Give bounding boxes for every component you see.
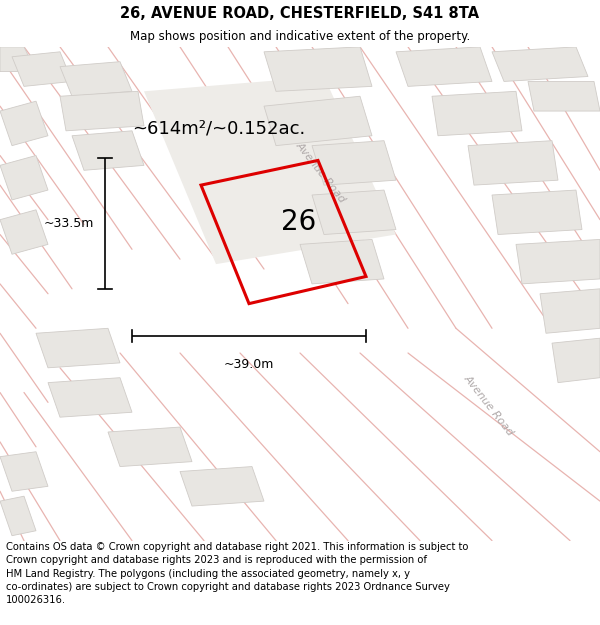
Polygon shape — [60, 91, 144, 131]
Polygon shape — [0, 496, 36, 536]
Polygon shape — [0, 47, 36, 71]
Polygon shape — [312, 190, 396, 234]
Text: ~614m²/~0.152ac.: ~614m²/~0.152ac. — [132, 119, 305, 138]
Polygon shape — [72, 131, 144, 170]
Polygon shape — [0, 210, 48, 254]
Text: ~39.0m: ~39.0m — [224, 358, 274, 371]
Polygon shape — [396, 47, 492, 86]
Polygon shape — [540, 289, 600, 333]
Polygon shape — [312, 141, 396, 185]
Polygon shape — [552, 338, 600, 382]
Text: 26: 26 — [281, 208, 316, 236]
Polygon shape — [48, 378, 132, 418]
Polygon shape — [144, 76, 396, 264]
Text: ~33.5m: ~33.5m — [44, 217, 94, 230]
Polygon shape — [180, 466, 264, 506]
Polygon shape — [528, 81, 600, 111]
Polygon shape — [264, 96, 372, 146]
Text: Map shows position and indicative extent of the property.: Map shows position and indicative extent… — [130, 30, 470, 43]
Polygon shape — [12, 52, 72, 86]
Text: Avenue Road: Avenue Road — [462, 372, 516, 437]
Polygon shape — [516, 239, 600, 284]
Polygon shape — [468, 141, 558, 185]
Polygon shape — [0, 452, 48, 491]
Polygon shape — [492, 190, 582, 234]
Polygon shape — [36, 328, 120, 367]
Text: Avenue Road: Avenue Road — [294, 141, 348, 205]
Polygon shape — [0, 101, 48, 146]
Polygon shape — [0, 156, 48, 200]
Polygon shape — [492, 47, 588, 81]
Polygon shape — [300, 239, 384, 284]
Polygon shape — [432, 91, 522, 136]
Polygon shape — [264, 47, 372, 91]
Polygon shape — [60, 62, 132, 96]
Polygon shape — [108, 427, 192, 466]
Text: 26, AVENUE ROAD, CHESTERFIELD, S41 8TA: 26, AVENUE ROAD, CHESTERFIELD, S41 8TA — [121, 6, 479, 21]
Text: Contains OS data © Crown copyright and database right 2021. This information is : Contains OS data © Crown copyright and d… — [6, 542, 469, 605]
